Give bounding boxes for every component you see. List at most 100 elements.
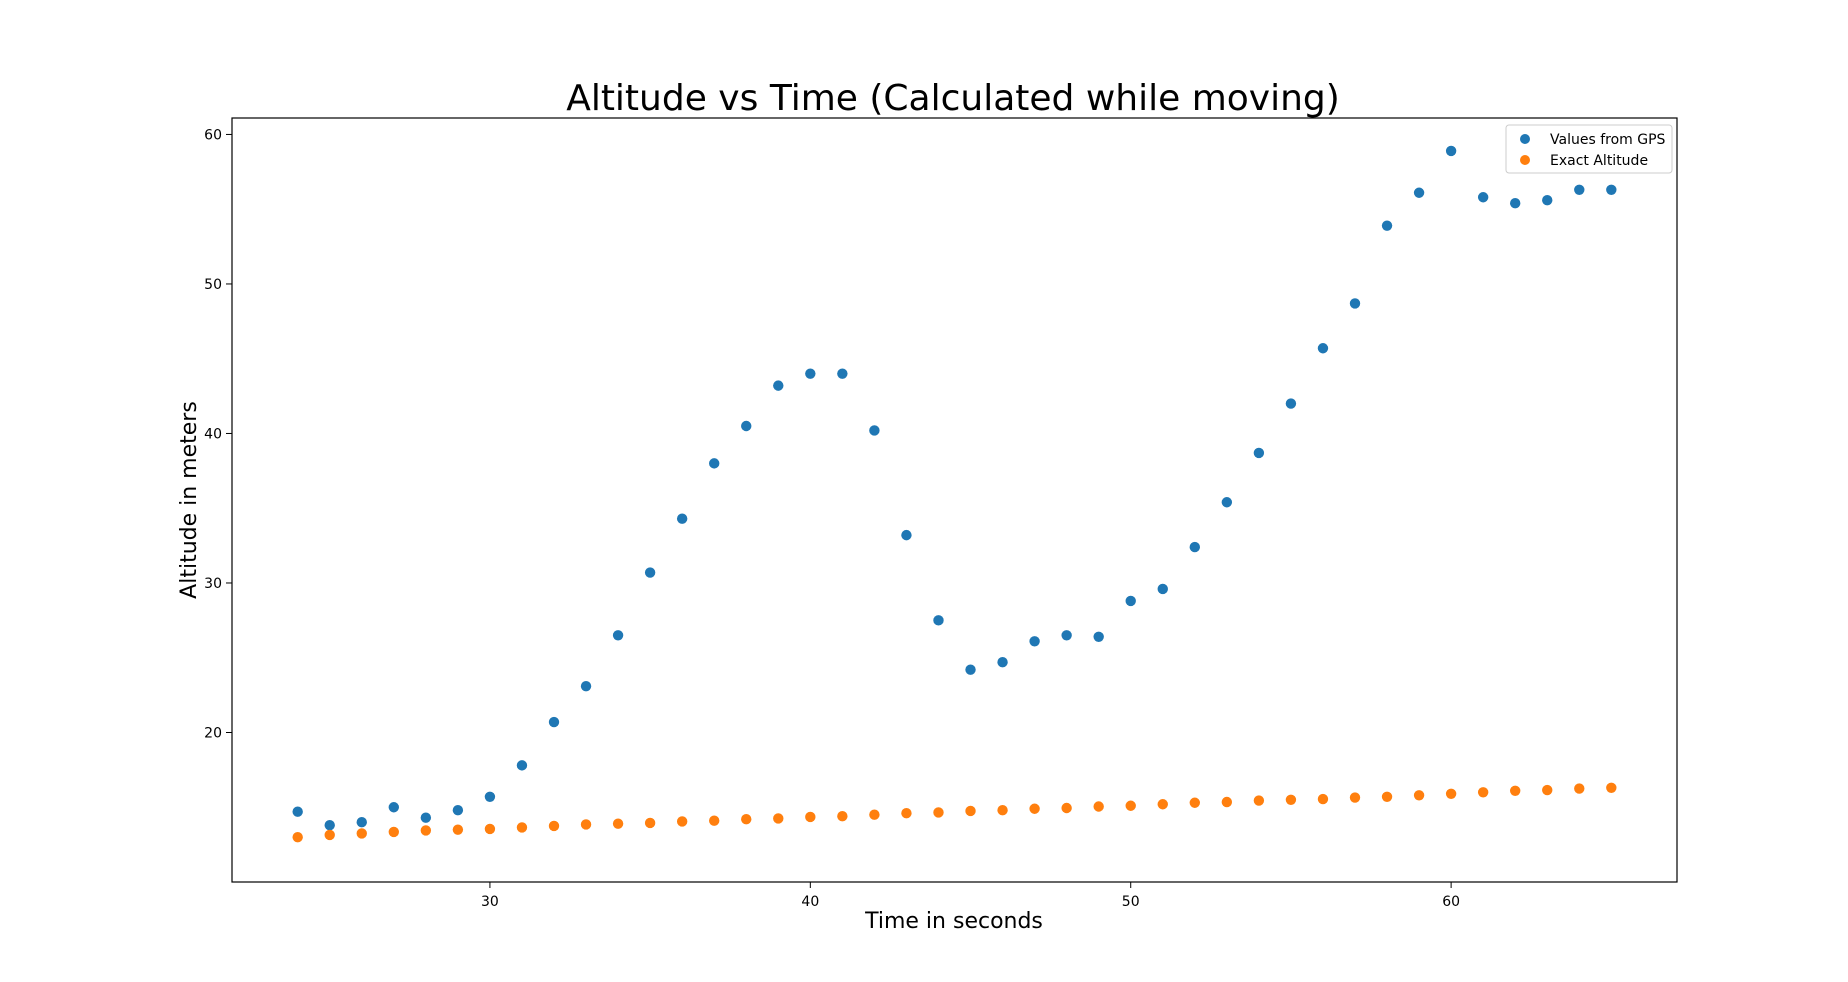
data-point [1093, 631, 1104, 643]
data-point [1413, 790, 1425, 801]
data-point [1221, 796, 1233, 808]
data-point [1253, 447, 1265, 459]
data-point [1606, 184, 1617, 195]
data-point [548, 716, 560, 728]
data-point [1509, 198, 1521, 209]
y-tick-label: 60 [204, 127, 222, 143]
data-point [1061, 630, 1072, 641]
data-point [1189, 541, 1200, 553]
y-tick-label: 40 [204, 426, 222, 442]
legend-label-gps: Values from GPS [1550, 132, 1666, 148]
chart-legend: Values from GPS Exact Altitude [1505, 124, 1673, 174]
data-point [1125, 800, 1136, 811]
data-point [709, 458, 720, 469]
data-point [805, 368, 816, 379]
data-point [773, 380, 784, 391]
data-point [1029, 803, 1040, 814]
data-point [388, 826, 400, 838]
data-point [644, 817, 656, 829]
series-0-points [292, 145, 1617, 831]
data-point [516, 760, 528, 771]
data-point [1285, 398, 1297, 409]
data-point [1574, 184, 1585, 195]
data-point [1509, 785, 1521, 796]
data-point [1221, 497, 1233, 508]
data-point [452, 805, 464, 816]
data-point [1542, 784, 1553, 796]
data-point [1061, 802, 1072, 814]
data-point [548, 820, 560, 832]
data-point [1606, 782, 1617, 794]
data-point [1125, 595, 1136, 607]
data-point [324, 829, 335, 841]
data-point [1093, 801, 1104, 812]
data-point [1317, 343, 1329, 354]
data-point [933, 807, 944, 818]
data-point [965, 664, 976, 675]
data-point [933, 615, 944, 626]
y-axis: 20 30 40 50 60 [204, 127, 232, 741]
data-point [901, 529, 912, 541]
data-point [324, 819, 335, 831]
data-point [1574, 783, 1585, 794]
data-point [1189, 797, 1200, 808]
data-point [773, 813, 784, 824]
data-point [1349, 298, 1361, 309]
plot-area-frame [231, 117, 1678, 883]
data-point [837, 811, 848, 822]
data-point [1253, 795, 1265, 806]
data-point [420, 812, 432, 823]
x-tick-label: 50 [1122, 894, 1140, 910]
data-point [901, 808, 912, 819]
data-point [420, 825, 432, 836]
series-1-points [292, 782, 1617, 843]
data-point [709, 815, 720, 826]
data-point [676, 513, 688, 524]
legend-marker-exact [1520, 155, 1530, 165]
data-point [997, 805, 1008, 816]
data-point [612, 630, 624, 641]
legend-label-exact: Exact Altitude [1550, 153, 1648, 169]
data-point [997, 657, 1008, 668]
data-point [1157, 799, 1168, 810]
data-point [1381, 220, 1393, 231]
chart-title: Altitude vs Time (Calculated while movin… [566, 78, 1340, 119]
data-point [1477, 192, 1489, 203]
data-point [1445, 788, 1457, 799]
x-tick-label: 60 [1442, 894, 1460, 910]
scatter-points [292, 145, 1617, 843]
data-point [1381, 791, 1393, 802]
y-axis-label: Altitude in meters [177, 401, 202, 599]
data-point [805, 811, 816, 823]
data-point [516, 822, 528, 833]
data-point [484, 791, 496, 802]
data-point [452, 824, 464, 835]
x-tick-label: 40 [801, 894, 819, 910]
data-point [1542, 195, 1553, 206]
data-point [1317, 793, 1329, 805]
y-tick-label: 50 [204, 277, 222, 293]
data-point [612, 818, 624, 829]
y-tick-label: 20 [204, 725, 222, 741]
data-point [1157, 583, 1168, 595]
data-point [1477, 787, 1489, 798]
data-point [1029, 636, 1040, 647]
data-point [292, 831, 303, 843]
x-tick-label: 30 [481, 894, 499, 910]
legend-box [1505, 124, 1673, 174]
data-point [580, 680, 592, 692]
data-point [1349, 792, 1361, 803]
data-point [837, 368, 848, 379]
data-point [676, 816, 688, 827]
data-point [869, 425, 880, 436]
data-point [292, 806, 303, 817]
data-point [869, 809, 880, 820]
data-point [484, 823, 496, 835]
data-point [644, 567, 656, 578]
data-point [741, 814, 752, 825]
data-point [1445, 145, 1457, 157]
data-point [388, 802, 400, 813]
legend-marker-gps [1520, 134, 1530, 144]
data-point [741, 420, 752, 432]
